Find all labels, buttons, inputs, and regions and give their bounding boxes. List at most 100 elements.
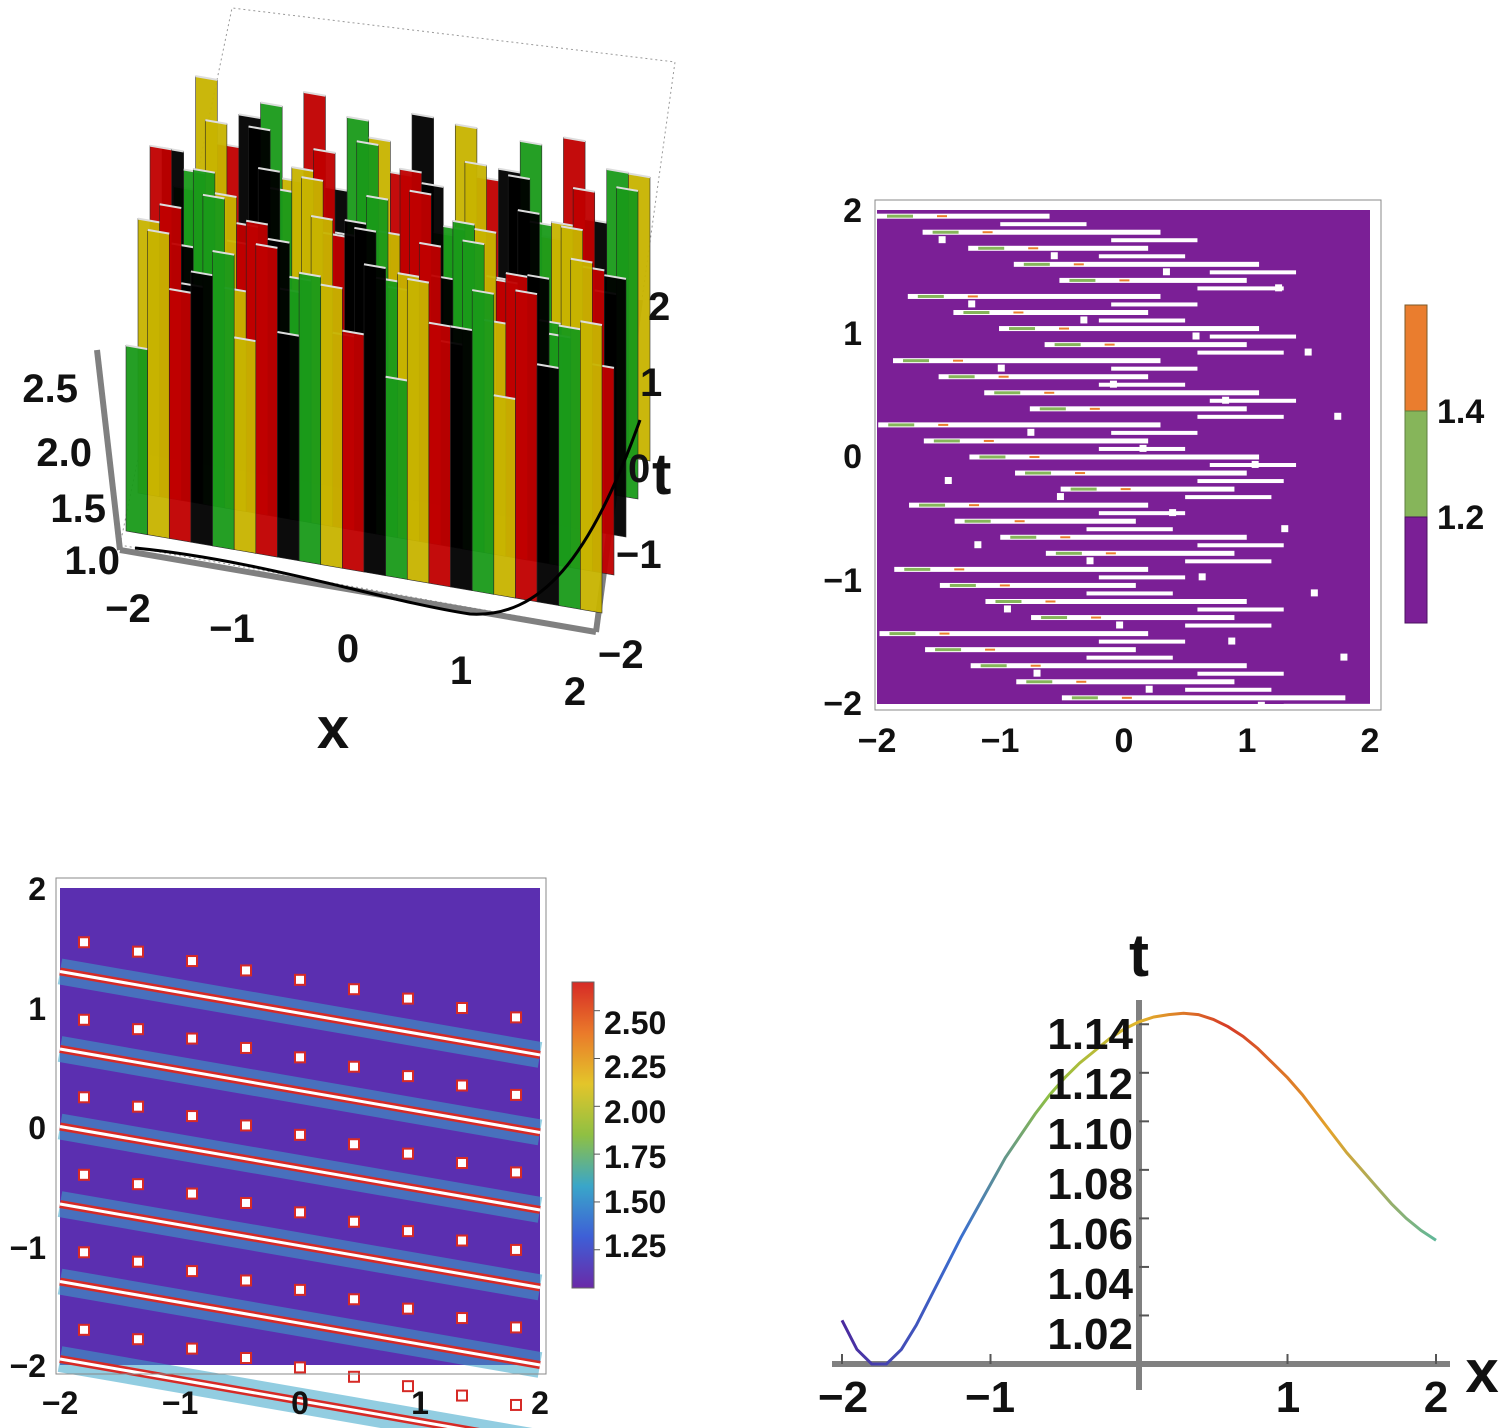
x-tick: −2 bbox=[818, 1373, 868, 1422]
heatmap-marker bbox=[78, 1091, 90, 1104]
heatmap-marker bbox=[348, 983, 360, 996]
legend-label: 1.4 bbox=[1437, 393, 1484, 431]
contour-level-mark bbox=[1120, 488, 1131, 491]
contour-stripe bbox=[1060, 486, 1235, 492]
heatmap-marker bbox=[132, 1023, 144, 1036]
y-tick: 1.14 bbox=[1047, 1010, 1133, 1059]
heatmap-marker bbox=[402, 1302, 414, 1315]
surface-strip bbox=[147, 229, 170, 539]
contour-level-mark bbox=[1029, 456, 1040, 458]
contour-stripe bbox=[953, 310, 1149, 316]
x-tick: 0 bbox=[291, 1385, 309, 1421]
contour-stripe bbox=[970, 663, 1247, 669]
contour-level-mark bbox=[967, 295, 978, 298]
heatmap-marker bbox=[186, 1187, 198, 1200]
contour-level-mark bbox=[1028, 247, 1039, 250]
contour-dot bbox=[968, 300, 976, 308]
contour-dot bbox=[1310, 589, 1318, 597]
contour-level-mark bbox=[1073, 263, 1084, 266]
contour-level-mark bbox=[954, 568, 965, 571]
contour-x-ticks: −2 −1 0 1 2 bbox=[858, 722, 1380, 760]
heatmap-marker bbox=[186, 1342, 198, 1355]
surface-strip bbox=[212, 250, 235, 550]
contour-stripe bbox=[1000, 222, 1087, 227]
z-axis-line bbox=[94, 349, 123, 551]
surface-ridge bbox=[464, 160, 487, 167]
x-tick: 2 bbox=[1361, 722, 1380, 760]
y-tick: 1.08 bbox=[1047, 1160, 1133, 1209]
heatmap-marker bbox=[510, 1243, 522, 1256]
contour-level-mark bbox=[1119, 279, 1130, 282]
contour-y-ticks: 2 1 0 −1 −2 bbox=[823, 192, 862, 723]
contour-level-mark bbox=[1039, 407, 1066, 411]
surface-strip bbox=[536, 363, 560, 606]
surface-ridge bbox=[462, 239, 485, 246]
x-tick: 1 bbox=[450, 649, 472, 693]
contour-dot bbox=[1198, 573, 1206, 581]
x-tick: 2 bbox=[531, 1385, 549, 1421]
contour-level-mark bbox=[1069, 278, 1096, 282]
contour-stripe bbox=[1197, 286, 1284, 291]
contour-level-mark bbox=[1013, 311, 1024, 314]
z-tick: 1.5 bbox=[50, 487, 106, 531]
y-tick: 2 bbox=[843, 192, 862, 230]
heatmap-marker bbox=[240, 1351, 252, 1364]
contour-level-mark bbox=[1076, 680, 1087, 683]
surface-ridge bbox=[421, 182, 444, 188]
contour-dot bbox=[1334, 412, 1342, 420]
heatmap-y-ticks: 2 1 0 −1 −2 bbox=[10, 871, 46, 1384]
surface-strip bbox=[580, 320, 603, 614]
heatmap-marker bbox=[132, 1178, 144, 1191]
contour-stripe bbox=[1197, 607, 1284, 612]
surface-ridge bbox=[202, 193, 225, 200]
contour-level-mark bbox=[1026, 680, 1053, 684]
surface-ridge bbox=[267, 237, 290, 244]
heatmap-marker bbox=[510, 1088, 522, 1101]
surface-ridge bbox=[455, 123, 478, 130]
contour-level-mark bbox=[917, 294, 944, 298]
surface-strip bbox=[363, 263, 386, 577]
surface-ridge bbox=[411, 112, 434, 119]
t-tick: −2 bbox=[598, 633, 644, 677]
t-tick: −1 bbox=[616, 533, 662, 577]
surface-strip bbox=[385, 376, 408, 580]
x-tick: 2 bbox=[564, 670, 586, 714]
contour-stripe bbox=[1283, 703, 1370, 708]
line-panel: 1.14 1.12 1.10 1.08 1.06 1.04 1.02 −2 −1… bbox=[818, 922, 1499, 1422]
z-tick: 2.5 bbox=[22, 367, 78, 411]
contour-level-mark bbox=[980, 664, 1007, 668]
contour-stripe bbox=[969, 454, 1260, 460]
contour-dot bbox=[1228, 637, 1236, 645]
contour-stripe bbox=[1098, 318, 1186, 323]
surface-ridge bbox=[303, 91, 326, 97]
heatmap-marker bbox=[78, 1168, 90, 1181]
surface-ridge bbox=[536, 363, 559, 370]
contour-stripe bbox=[968, 245, 1149, 251]
contour-stripe bbox=[1185, 687, 1272, 692]
surface-ridge bbox=[366, 194, 389, 201]
contour-stripe bbox=[1098, 639, 1186, 644]
y-tick: 1.04 bbox=[1047, 1260, 1133, 1309]
contour-level-mark bbox=[1070, 487, 1097, 491]
contour-level-mark bbox=[888, 423, 915, 427]
contour-stripe bbox=[939, 582, 1136, 588]
heatmap-band-peak bbox=[59, 1357, 466, 1428]
contour-dot bbox=[997, 364, 1005, 372]
contour-level-mark bbox=[933, 439, 960, 443]
x-tick: 2 bbox=[1424, 1373, 1448, 1422]
surface-ridge bbox=[354, 226, 377, 233]
colorbar-label: 1.25 bbox=[604, 1228, 666, 1264]
contour-level-mark bbox=[904, 567, 931, 571]
contour-level-mark bbox=[1055, 551, 1082, 555]
contour-stripe bbox=[938, 374, 1149, 380]
colorbar-label: 1.50 bbox=[604, 1184, 666, 1220]
contour-stripe bbox=[879, 631, 1149, 637]
x-tick: −1 bbox=[209, 607, 255, 651]
contour-stripe bbox=[1098, 254, 1186, 259]
contour-level-mark bbox=[1089, 407, 1100, 410]
heatmap-marker bbox=[348, 1060, 360, 1073]
contour-level-mark bbox=[983, 439, 994, 442]
heatmap-marker bbox=[456, 1157, 468, 1170]
contour-stripe bbox=[1185, 495, 1272, 500]
